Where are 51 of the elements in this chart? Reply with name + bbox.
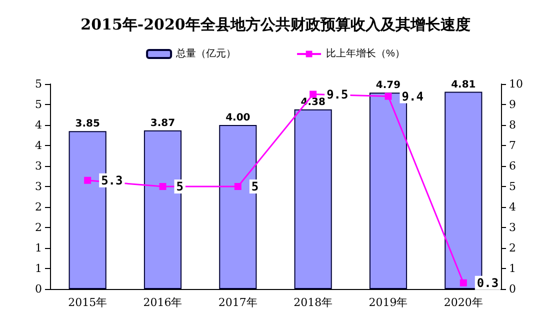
- y-tick-label: 3: [35, 180, 42, 193]
- data-label: 3.85: [75, 118, 100, 130]
- y-tick-label: 4: [35, 139, 42, 152]
- data-label: 5: [251, 180, 259, 194]
- y2-tick-label: 2: [509, 242, 516, 254]
- data-label: 5: [176, 180, 184, 194]
- y-tick-label: 5: [35, 98, 42, 111]
- point: [460, 279, 467, 286]
- x-tick-label: 2015年: [68, 296, 108, 309]
- data-label: 9.4: [402, 89, 424, 104]
- data-label: 3.87: [150, 118, 176, 129]
- data-label: 4.00: [226, 112, 250, 124]
- data-label: 9.5: [326, 87, 348, 102]
- y2-tick-label: 5: [509, 180, 516, 193]
- point: [84, 176, 92, 184]
- y-tick-label: 4: [35, 118, 42, 132]
- bar: [294, 109, 332, 289]
- x-tick-label: 2018年: [294, 296, 333, 309]
- y2-tick-label: 9: [509, 98, 516, 111]
- point: [310, 90, 317, 98]
- legend-label: 总量（亿元）: [175, 48, 236, 60]
- y2-tick-label: 8: [509, 118, 516, 132]
- y2-tick-label: 3: [509, 221, 516, 234]
- point: [159, 183, 166, 190]
- legend-label: 比上年增长（%）: [326, 48, 405, 60]
- y-tick-label: 5: [35, 78, 42, 90]
- point: [234, 183, 242, 190]
- data-label: 4.81: [451, 79, 476, 90]
- y-tick-label: 2: [35, 221, 42, 234]
- y-tick-label: 1: [35, 262, 42, 275]
- data-label: 4.79: [376, 80, 401, 92]
- y-tick-label: 0: [35, 282, 42, 296]
- chart-title: 2015年-2020年全县地方公共财政预算收入及其增长速度: [80, 16, 470, 34]
- data-label: 0.3: [476, 276, 499, 290]
- y2-tick-label: 0: [509, 282, 516, 296]
- bar: [144, 130, 182, 289]
- x-tick-label: 2016年: [143, 296, 182, 309]
- y-tick-label: 1: [35, 242, 42, 254]
- y2-tick-label: 4: [509, 200, 516, 214]
- x-tick-label: 2019年: [368, 296, 408, 309]
- x-tick-label: 2017年: [218, 296, 258, 309]
- data-label: 5.3: [101, 173, 123, 188]
- y2-tick-label: 1: [509, 262, 516, 275]
- y2-tick-label: 7: [509, 139, 516, 152]
- y2-tick-label: 6: [509, 160, 516, 172]
- y-tick-label: 3: [35, 160, 42, 172]
- point: [384, 92, 392, 100]
- y2-tick-label: 10: [509, 78, 523, 90]
- y-tick-label: 2: [35, 200, 42, 214]
- bar: [219, 125, 257, 289]
- x-tick-label: 2020年: [444, 296, 483, 309]
